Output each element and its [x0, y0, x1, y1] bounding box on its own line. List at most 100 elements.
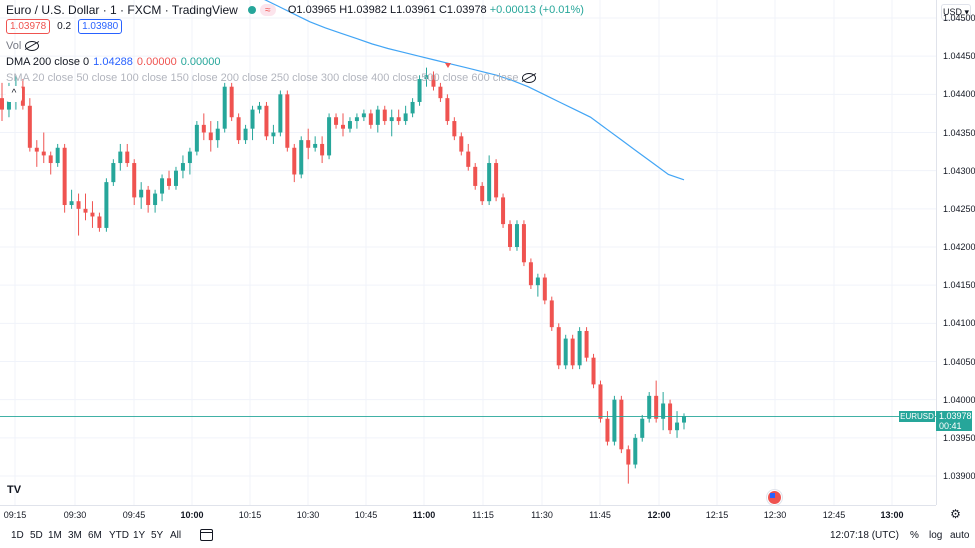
candle: [201, 113, 206, 141]
candle-body: [215, 128, 220, 141]
candle: [591, 353, 596, 389]
candle-body: [222, 86, 227, 129]
candle-body: [271, 132, 276, 137]
chart-pane[interactable]: Euro / U.S. Dollar · 1 · FXCM · TradingV…: [0, 0, 936, 505]
timeframe-button-1d[interactable]: 1D: [11, 530, 24, 541]
timeframe-button-5d[interactable]: 5D: [30, 530, 43, 541]
candle: [243, 124, 248, 144]
candle-body: [34, 147, 39, 152]
candle-body: [584, 330, 589, 358]
tradingview-logo-icon[interactable]: TV: [7, 484, 22, 496]
timeframe-button-1m[interactable]: 1M: [48, 530, 62, 541]
price-scale[interactable]: USD ▾ 1.04500 1.04450 1.04400 1.04350 1.0430…: [936, 0, 975, 505]
candle-body: [146, 189, 151, 206]
candle: [327, 113, 332, 160]
candle-body: [76, 201, 81, 209]
bottom-toolbar: 1D 5D 1M 3M 6M YTD 1Y 5Y All 12:07:18 (UTC) % lo…: [0, 523, 975, 548]
ohlc-high: H1.03982: [339, 4, 387, 16]
candle: [34, 140, 39, 167]
candle-body: [682, 416, 686, 423]
candle-body: [257, 105, 262, 110]
candle: [480, 182, 485, 206]
log-scale-button[interactable]: log: [929, 530, 943, 541]
symbol-title[interactable]: Euro / U.S. Dollar · 1 · FXCM · TradingV…: [6, 3, 238, 17]
dma-legend[interactable]: DMA 200 close 0 1.04288 0.00000 0.00000: [6, 56, 220, 68]
candle-body: [591, 357, 596, 385]
sell-price-button[interactable]: 1.03978: [6, 19, 51, 34]
candle: [354, 113, 359, 129]
candle: [375, 105, 380, 133]
candle-body: [528, 262, 533, 286]
candle: [619, 395, 624, 454]
price-tick-label: 1.04500: [943, 13, 975, 23]
candle: [466, 143, 471, 171]
us-flag-event-icon[interactable]: [767, 490, 782, 505]
buy-price-button[interactable]: 1.03980: [78, 19, 123, 34]
time-tick-label: 11:45: [589, 510, 611, 520]
chart-grid: [0, 0, 936, 505]
timeframe-button-1y[interactable]: 1Y: [133, 530, 146, 541]
candle: [132, 159, 137, 206]
candle: [173, 166, 178, 190]
candle-body: [180, 163, 185, 171]
candle: [334, 113, 339, 129]
dma-value-3: 0.00000: [180, 56, 221, 68]
candle-body: [313, 143, 318, 148]
candle: [257, 101, 262, 114]
candle: [675, 411, 680, 438]
collapse-legend-chevron-up-icon[interactable]: ^: [6, 86, 22, 102]
ohlc-open: O1.03965: [287, 4, 337, 16]
candle: [41, 132, 46, 164]
candle: [27, 98, 32, 152]
time-tick-label: 11:15: [472, 510, 494, 520]
candlestick-series[interactable]: [0, 0, 936, 505]
calendar-icon[interactable]: [200, 529, 213, 541]
candle-body: [83, 208, 88, 213]
candle-body: [654, 395, 659, 419]
eye-hidden-icon[interactable]: [25, 41, 40, 51]
candle-body: [605, 418, 610, 442]
candle: [514, 220, 519, 251]
eye-hidden-icon[interactable]: [522, 73, 537, 83]
time-tick-label: 12:00: [647, 510, 671, 520]
candle: [361, 109, 366, 122]
candle-body: [250, 109, 255, 129]
currency-selector[interactable]: USD ▾: [941, 4, 971, 20]
candle-body: [403, 113, 408, 122]
candle-body: [139, 189, 144, 198]
time-tick-label: 10:45: [354, 510, 378, 520]
candle: [278, 90, 283, 137]
timeframe-button-all[interactable]: All: [170, 530, 182, 541]
timeframe-button-3m[interactable]: 3M: [68, 530, 82, 541]
candle: [682, 413, 686, 430]
candle: [55, 143, 60, 167]
timeframe-button-ytd[interactable]: YTD: [109, 530, 129, 541]
candle: [584, 327, 589, 362]
sma-legend[interactable]: SMA 20 close 50 close 100 close 150 clos…: [6, 72, 537, 84]
timeframe-button-5y[interactable]: 5Y: [151, 530, 164, 541]
candle-body: [452, 121, 457, 137]
wave-icon[interactable]: ≈: [259, 4, 276, 16]
candle-body: [521, 224, 526, 263]
candle-body: [375, 109, 380, 125]
sma-label: SMA 20 close 50 close 100 close 150 clos…: [6, 72, 519, 84]
price-tick-label: 1.04000: [943, 394, 975, 405]
volume-legend[interactable]: Vol: [6, 40, 40, 52]
utc-clock[interactable]: 12:07:18 (UTC): [830, 530, 899, 541]
candle: [417, 75, 422, 106]
candle-body: [292, 147, 297, 175]
candle: [501, 193, 506, 228]
timeframe-button-6m[interactable]: 6M: [88, 530, 102, 541]
candle-body: [675, 422, 680, 431]
gear-icon[interactable]: ⚙: [950, 507, 961, 521]
candle: [431, 71, 436, 91]
auto-scale-button[interactable]: auto: [950, 530, 970, 541]
candle-body: [208, 132, 213, 141]
candle: [347, 117, 352, 133]
time-axis[interactable]: 09:15 09:30 09:45 10:00 10:15 10:30 10:45 11:00…: [0, 505, 936, 524]
candle: [76, 193, 81, 236]
ohlc-close: C1.03978: [438, 4, 487, 16]
candle-body: [445, 98, 450, 122]
percent-scale-button[interactable]: %: [910, 530, 919, 541]
candle-body: [334, 117, 339, 125]
